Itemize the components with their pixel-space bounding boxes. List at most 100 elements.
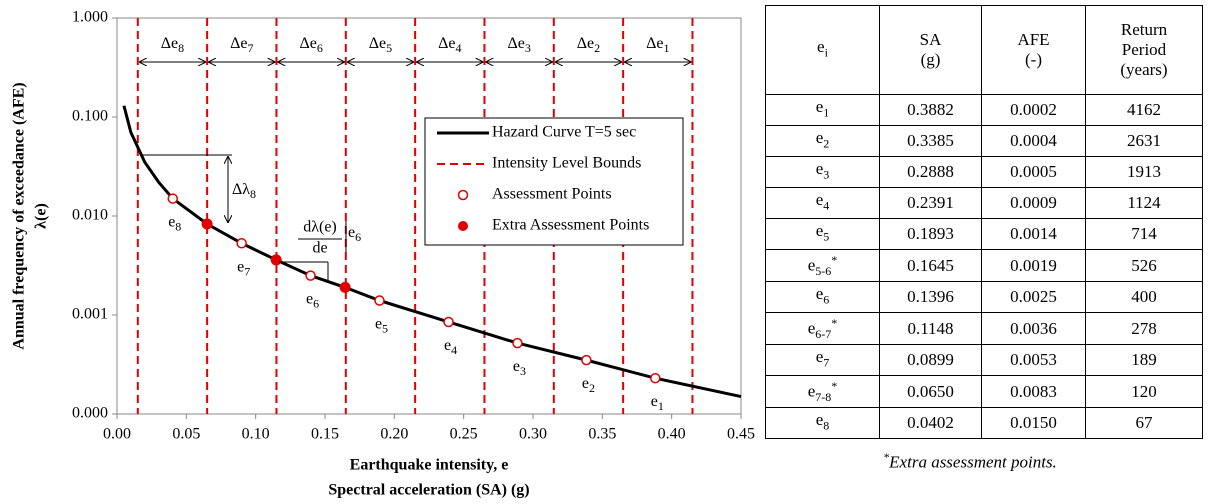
row-label: e5 — [765, 218, 880, 250]
cell: 714 — [1085, 218, 1203, 250]
interval-label: Δe7 — [230, 35, 253, 55]
point-label: e1 — [651, 393, 664, 413]
cell: 0.0002 — [981, 94, 1086, 126]
point-label: e7 — [237, 258, 250, 278]
label-sup: * — [831, 253, 838, 267]
cell: 67 — [1085, 407, 1203, 440]
point-label-sub: 8 — [175, 219, 181, 233]
header-cell: ei — [765, 5, 880, 95]
y-tick-label: 0.010 — [72, 207, 108, 224]
interval-label-sub: 4 — [455, 41, 461, 55]
cell: 120 — [1085, 375, 1203, 409]
label-base: e — [807, 255, 816, 275]
cell: 278 — [1085, 312, 1203, 346]
interval-label-sub: 8 — [178, 41, 184, 55]
interval-label: Δe3 — [507, 35, 530, 55]
table-row: e5-6* 0.1645 0.0019 526 — [765, 248, 1203, 283]
row-label: e6 — [765, 281, 880, 314]
y-tick-label: 0.000 — [72, 405, 108, 422]
header-text: AFE — [1017, 30, 1050, 49]
label-base: e — [815, 221, 824, 241]
x-axis-title: Earthquake intensity, e — [350, 457, 509, 474]
slope-at: e6 — [348, 224, 361, 244]
x-tick-label: 0.10 — [242, 426, 270, 443]
y-axis-title: Annual frequency of exceedance (AFE) — [11, 82, 28, 349]
label-sub: 5-6 — [815, 264, 832, 279]
interval-label-sub: 2 — [594, 41, 600, 55]
x-tick-label: 0.05 — [172, 426, 200, 443]
slope-at-base: e — [348, 224, 355, 241]
slope-at-sub: 6 — [355, 230, 361, 244]
assessment-point — [512, 337, 523, 349]
label-base: e — [807, 318, 816, 338]
cell: 0.0150 — [981, 407, 1086, 440]
extra-point — [270, 254, 282, 266]
assessment-point — [167, 193, 178, 204]
point-label-base: e — [168, 213, 175, 230]
header-row: ei SA (g) AFE (-) Return Period (years) — [765, 5, 1203, 95]
label-sub: 8 — [823, 418, 830, 433]
point-label: e6 — [306, 290, 319, 310]
slope-denominator: de — [312, 240, 327, 257]
label-base: e — [815, 410, 824, 430]
cell: 0.0014 — [981, 218, 1086, 250]
cell: 0.0004 — [981, 125, 1086, 157]
table-row: e2 0.3385 0.0004 2631 — [765, 125, 1203, 157]
row-label: e7 — [765, 344, 880, 377]
point-label-sub: 7 — [244, 264, 250, 278]
assessment-point — [581, 354, 592, 366]
header-text: Return — [1120, 20, 1168, 39]
assessment-point — [236, 238, 247, 249]
point-label-sub: 5 — [382, 321, 388, 335]
x-tick-label: 0.40 — [658, 426, 686, 443]
row-label: e3 — [765, 156, 880, 188]
label-sub: 2 — [823, 136, 830, 151]
footnote-mark: * — [883, 450, 890, 464]
label-base: e — [815, 190, 824, 210]
point-label: e4 — [444, 337, 457, 357]
label-sup: * — [831, 316, 838, 331]
x-tick-label: 0.35 — [588, 426, 616, 443]
interval-label: Δe6 — [299, 35, 322, 55]
extra-point — [339, 281, 351, 293]
cell: 0.0019 — [981, 248, 1086, 283]
label-sub: i — [824, 45, 828, 60]
point-label: e8 — [168, 213, 181, 233]
dlambda-label: Δλ8 — [232, 181, 256, 201]
cell: 0.0899 — [879, 344, 982, 377]
header-cell: AFE (-) — [981, 5, 1086, 95]
table-row: e6-7* 0.1148 0.0036 278 — [765, 312, 1203, 346]
cell: 0.2888 — [879, 156, 982, 188]
interval-label-base: Δe — [507, 35, 524, 52]
point-label-base: e — [582, 375, 589, 392]
footnote: *Extra assessment points. — [830, 450, 1110, 473]
label-sub: 1 — [823, 105, 830, 120]
x-tick-label: 0.25 — [450, 426, 478, 443]
table-row: e1 0.3882 0.0002 4162 — [765, 94, 1203, 126]
header-text: SA — [919, 30, 942, 49]
point-label-base: e — [306, 290, 313, 307]
interval-label: Δe1 — [646, 35, 669, 55]
cell: 2631 — [1085, 125, 1203, 157]
header-text: (years) — [1120, 60, 1168, 79]
row-label: e6-7* — [765, 312, 880, 346]
interval-label-sub: 7 — [247, 41, 253, 55]
interval-label-sub: 1 — [663, 41, 669, 55]
cell: 1124 — [1085, 187, 1203, 219]
interval-label: Δe4 — [438, 35, 461, 55]
point-label: e3 — [513, 358, 526, 378]
cell: 0.0005 — [981, 156, 1086, 188]
cell: 1913 — [1085, 156, 1203, 188]
interval-label-base: Δe — [161, 35, 178, 52]
label-sub: 4 — [823, 198, 830, 213]
interval-label-base: Δe — [230, 35, 247, 52]
cell: 189 — [1085, 344, 1203, 377]
cell: 0.0650 — [879, 375, 982, 409]
point-label-sub: 4 — [451, 343, 457, 357]
legend-label: Hazard Curve T=5 sec — [492, 124, 636, 141]
label-sub: 5 — [823, 229, 830, 244]
point-label-base: e — [444, 337, 451, 354]
point-label: e5 — [375, 315, 388, 335]
label-base: e — [815, 284, 824, 304]
y-axis-title: λ(e) — [33, 203, 50, 229]
